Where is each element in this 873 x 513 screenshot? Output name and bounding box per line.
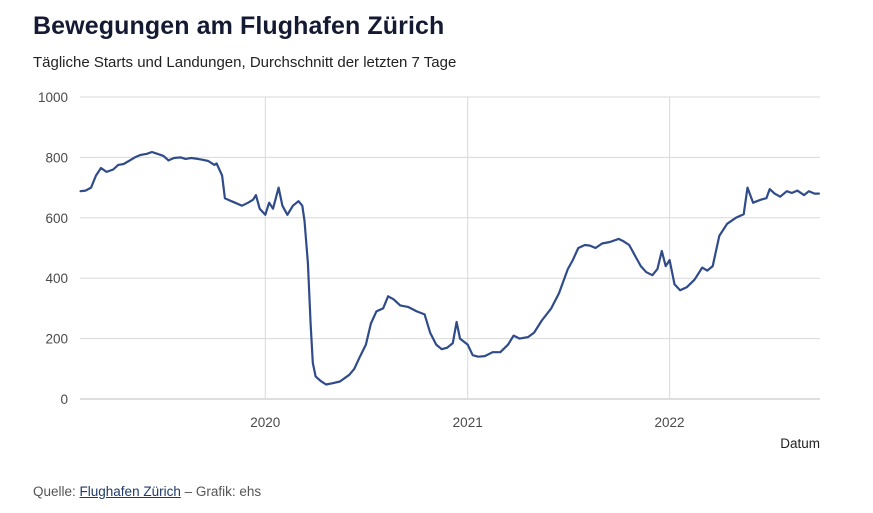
x-gridlines bbox=[264, 97, 671, 399]
x-tick-label: 2022 bbox=[655, 415, 685, 430]
y-tick-label: 200 bbox=[45, 332, 68, 347]
y-tick-label: 0 bbox=[60, 392, 68, 407]
x-axis-label: Datum bbox=[780, 436, 820, 451]
source-prefix: Quelle: bbox=[33, 484, 80, 499]
source-link[interactable]: Flughafen Zürich bbox=[79, 484, 181, 499]
line-chart: 0 200 400 600 800 1000 2020 2021 2022 Datum bbox=[38, 90, 820, 451]
source-suffix: – Grafik: ehs bbox=[180, 484, 262, 499]
chart-subtitle: Tägliche Starts und Landungen, Durchschn… bbox=[33, 54, 457, 71]
source-line: Quelle: Flughafen Zürich – Grafik: ehs bbox=[33, 484, 261, 499]
y-gridlines bbox=[80, 96, 820, 400]
series-line-flight-movements bbox=[79, 150, 820, 386]
y-tick-label: 600 bbox=[45, 211, 68, 226]
y-tick-label: 1000 bbox=[38, 90, 68, 105]
x-tick-labels: 2020 2021 2022 bbox=[250, 415, 684, 430]
chart-title: Bewegungen am Flughafen Zürich bbox=[33, 12, 445, 40]
y-tick-label: 800 bbox=[45, 150, 68, 165]
x-tick-label: 2021 bbox=[453, 415, 483, 430]
y-tick-labels: 0 200 400 600 800 1000 bbox=[38, 90, 68, 407]
y-tick-label: 400 bbox=[45, 271, 68, 286]
x-tick-label: 2020 bbox=[250, 415, 280, 430]
